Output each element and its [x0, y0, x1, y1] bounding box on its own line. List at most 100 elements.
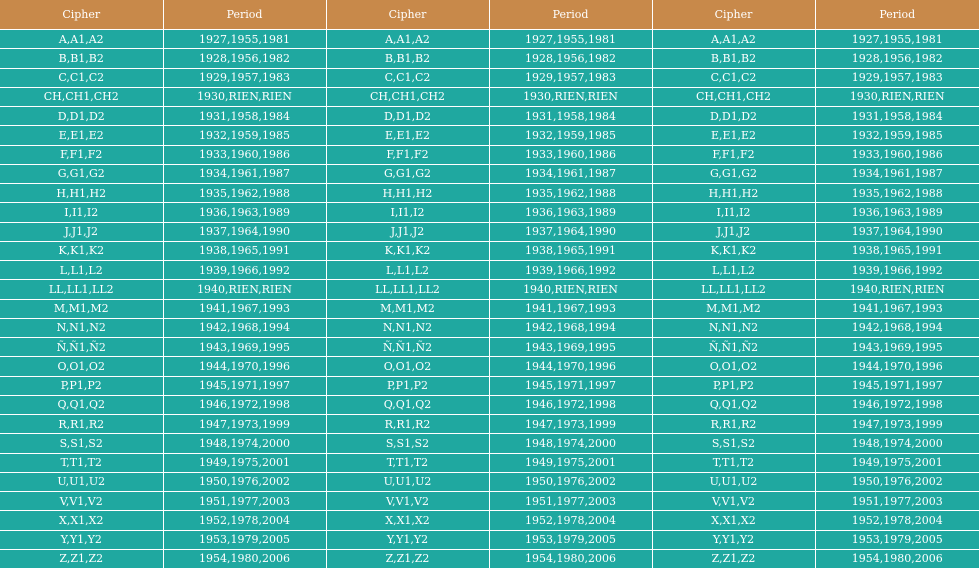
- cipher-cell: A,A1,A2: [326, 29, 490, 50]
- period-cell: 1951,1977,2003: [163, 491, 327, 512]
- period-cell: 1931,1958,1984: [163, 106, 327, 127]
- cipher-cell: D,D1,D2: [652, 106, 816, 127]
- cipher-cell: G,G1,G2: [326, 164, 490, 185]
- period-cell: 1937,1964,1990: [163, 222, 327, 242]
- cipher-cell: R,R1,R2: [0, 414, 164, 435]
- cipher-cell: L,L1,L2: [0, 260, 164, 281]
- period-cell: 1935,1962,1988: [489, 183, 653, 204]
- period-cell: 1936,1963,1989: [815, 202, 979, 223]
- table-row: L,L1,L2 1939,1966,1992 L,L1,L2 1939,1966,19…: [0, 260, 979, 281]
- period-cell: 1942,1968,1994: [815, 318, 979, 339]
- cipher-cell: U,U1,U2: [0, 472, 164, 493]
- cipher-cell: LL,LL1,LL2: [0, 279, 164, 300]
- table-row: N,N1,N2 1942,1968,1994 N,N1,N2 1942,1968,19…: [0, 318, 979, 339]
- cipher-cell: T,T1,T2: [0, 453, 164, 473]
- cipher-cell: P,P1,P2: [0, 376, 164, 396]
- table-row: F,F1,F2 1933,1960,1986 F,F1,F2 1933,1960,19…: [0, 145, 979, 165]
- period-cell: 1942,1968,1994: [489, 318, 653, 339]
- period-cell: 1948,1974,2000: [163, 433, 327, 454]
- cipher-cell: P,P1,P2: [326, 376, 490, 396]
- period-cell: 1946,1972,1998: [815, 395, 979, 416]
- cipher-cell: Y,Y1,Y2: [0, 530, 164, 550]
- period-cell: 1953,1979,2005: [489, 530, 653, 550]
- cipher-cell: T,T1,T2: [326, 453, 490, 473]
- cipher-cell: B,B1,B2: [326, 48, 490, 69]
- table-row: H,H1,H2 1935,1962,1988 H,H1,H2 1935,1962,19…: [0, 183, 979, 204]
- cipher-cell: T,T1,T2: [652, 453, 816, 473]
- period-cell: 1934,1961,1987: [489, 164, 653, 185]
- period-cell: 1935,1962,1988: [815, 183, 979, 204]
- period-cell: 1941,1967,1993: [163, 299, 327, 319]
- table-row: D,D1,D2 1931,1958,1984 D,D1,D2 1931,1958,19…: [0, 106, 979, 127]
- period-cell: 1946,1972,1998: [489, 395, 653, 416]
- header-cipher: Cipher: [0, 0, 164, 30]
- cipher-cell: N,N1,N2: [326, 318, 490, 339]
- cipher-cell: Ñ,Ñ1,Ñ2: [652, 337, 816, 358]
- period-cell: 1939,1966,1992: [815, 260, 979, 281]
- period-cell: 1930,RIEN,RIEN: [489, 87, 653, 108]
- period-cell: 1939,1966,1992: [163, 260, 327, 281]
- period-cell: 1947,1973,1999: [163, 414, 327, 435]
- cipher-cell: C,C1,C2: [326, 68, 490, 88]
- header-period: Period: [489, 0, 653, 30]
- cipher-cell: X,X1,X2: [652, 510, 816, 531]
- cipher-cell: V,V1,V2: [326, 491, 490, 512]
- cipher-cell: Y,Y1,Y2: [652, 530, 816, 550]
- table-row: S,S1,S2 1948,1974,2000 S,S1,S2 1948,1974,20…: [0, 433, 979, 454]
- cipher-cell: Y,Y1,Y2: [326, 530, 490, 550]
- period-cell: 1943,1969,1995: [815, 337, 979, 358]
- period-cell: 1945,1971,1997: [489, 376, 653, 396]
- cipher-cell: Q,Q1,Q2: [652, 395, 816, 416]
- period-cell: 1953,1979,2005: [815, 530, 979, 550]
- period-cell: 1949,1975,2001: [163, 453, 327, 473]
- period-cell: 1928,1956,1982: [815, 48, 979, 69]
- cipher-cell: I,I1,I2: [0, 202, 164, 223]
- cipher-cell: S,S1,S2: [326, 433, 490, 454]
- period-cell: 1927,1955,1981: [489, 29, 653, 50]
- cipher-cell: Ñ,Ñ1,Ñ2: [326, 337, 490, 358]
- period-cell: 1934,1961,1987: [815, 164, 979, 185]
- period-cell: 1954,1980,2006: [163, 549, 327, 570]
- cipher-cell: Q,Q1,Q2: [326, 395, 490, 416]
- table-row: C,C1,C2 1929,1957,1983 C,C1,C2 1929,1957,19…: [0, 68, 979, 88]
- cipher-cell: E,E1,E2: [652, 125, 816, 146]
- period-cell: 1944,1970,1996: [815, 356, 979, 377]
- period-cell: 1951,1977,2003: [489, 491, 653, 512]
- period-cell: 1954,1980,2006: [489, 549, 653, 570]
- header-period: Period: [163, 0, 327, 30]
- cipher-cell: N,N1,N2: [652, 318, 816, 339]
- period-cell: 1930,RIEN,RIEN: [815, 87, 979, 108]
- cipher-cell: D,D1,D2: [326, 106, 490, 127]
- period-cell: 1928,1956,1982: [163, 48, 327, 69]
- period-cell: 1948,1974,2000: [489, 433, 653, 454]
- header-row: Cipher Period Cipher Period Cipher Perio…: [0, 0, 979, 30]
- cipher-cell: B,B1,B2: [0, 48, 164, 69]
- period-cell: 1940,RIEN,RIEN: [489, 279, 653, 300]
- period-cell: 1941,1967,1993: [815, 299, 979, 319]
- table-body: A,A1,A2 1927,1955,1981 A,A1,A2 1927,1955,19…: [0, 29, 979, 570]
- period-cell: 1952,1978,2004: [163, 510, 327, 531]
- cipher-cell: J,J1,J2: [652, 222, 816, 242]
- header-cipher: Cipher: [652, 0, 816, 30]
- period-cell: 1950,1976,2002: [815, 472, 979, 493]
- table-row: A,A1,A2 1927,1955,1981 A,A1,A2 1927,1955,19…: [0, 29, 979, 50]
- period-cell: 1943,1969,1995: [489, 337, 653, 358]
- cipher-cell: J,J1,J2: [326, 222, 490, 242]
- cipher-cell: LL,LL1,LL2: [326, 279, 490, 300]
- cipher-cell: U,U1,U2: [652, 472, 816, 493]
- period-cell: 1928,1956,1982: [489, 48, 653, 69]
- period-cell: 1929,1957,1983: [163, 68, 327, 88]
- table-row: CH,CH1,CH2 1930,RIEN,RIEN CH,CH1,CH2 1930,R…: [0, 87, 979, 108]
- cipher-cell: Ñ,Ñ1,Ñ2: [0, 337, 164, 358]
- period-cell: 1936,1963,1989: [163, 202, 327, 223]
- period-cell: 1944,1970,1996: [163, 356, 327, 377]
- period-cell: 1931,1958,1984: [815, 106, 979, 127]
- table-row: U,U1,U2 1950,1976,2002 U,U1,U2 1950,1976,20…: [0, 472, 979, 493]
- cipher-cell: M,M1,M2: [652, 299, 816, 319]
- period-cell: 1932,1959,1985: [163, 125, 327, 146]
- cipher-cell: I,I1,I2: [652, 202, 816, 223]
- period-cell: 1936,1963,1989: [489, 202, 653, 223]
- period-cell: 1938,1965,1991: [815, 241, 979, 262]
- cipher-cell: L,L1,L2: [652, 260, 816, 281]
- table-row: Ñ,Ñ1,Ñ2 1943,1969,1995 Ñ,Ñ1,Ñ2 1943,1969,19…: [0, 337, 979, 358]
